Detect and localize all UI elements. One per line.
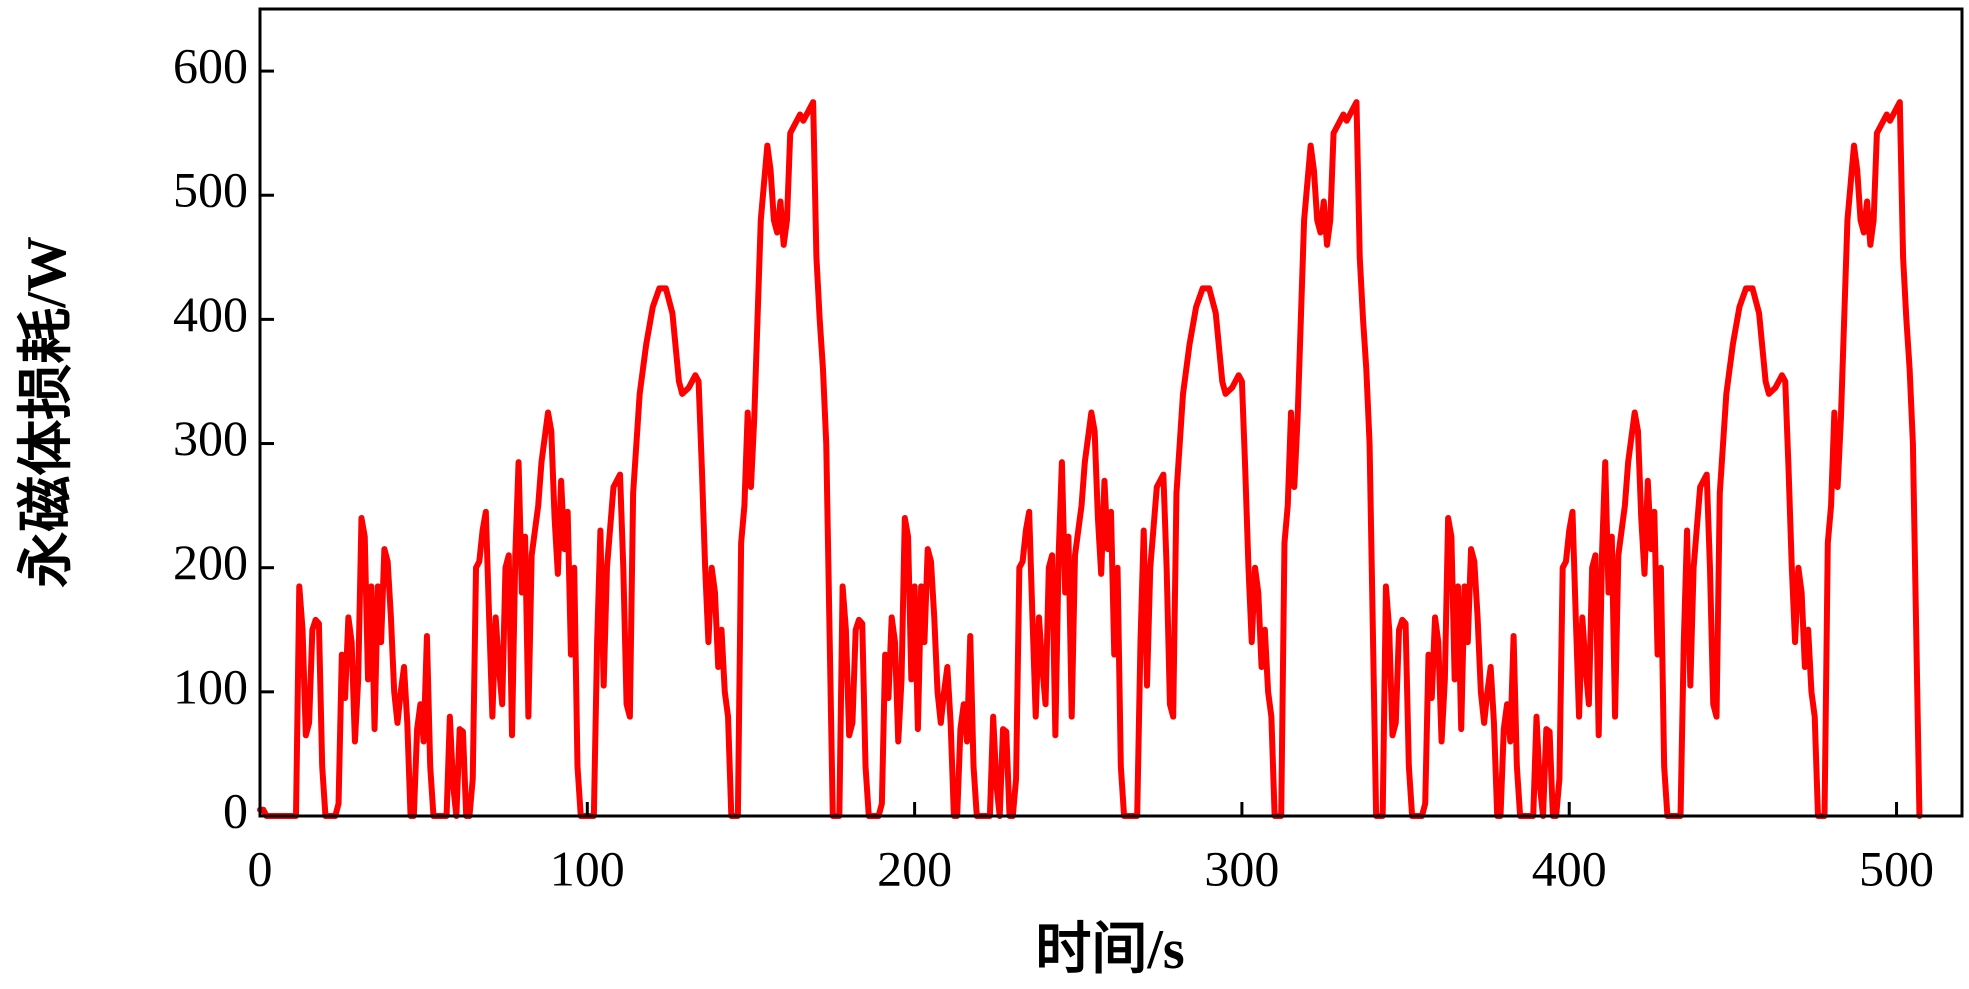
y-tick-label: 300 — [173, 410, 248, 466]
x-tick-label: 500 — [1859, 840, 1934, 896]
y-tick-label: 100 — [173, 658, 248, 714]
y-tick-label: 500 — [173, 162, 248, 218]
y-tick-label: 0 — [223, 782, 248, 838]
x-tick-label: 0 — [248, 840, 273, 896]
data-line — [257, 99, 1923, 819]
x-tick-label: 100 — [550, 840, 625, 896]
x-tick-label: 200 — [877, 840, 952, 896]
x-axis-label: 时间/s — [1035, 919, 1184, 981]
y-tick-label: 600 — [173, 38, 248, 94]
y-tick-label: 200 — [173, 534, 248, 590]
y-tick-label: 400 — [173, 286, 248, 342]
x-tick-label: 300 — [1204, 840, 1279, 896]
x-tick-label: 400 — [1532, 840, 1607, 896]
y-axis-label: 永磁体损耗/W — [16, 236, 78, 588]
plot-frame — [258, 7, 1964, 818]
